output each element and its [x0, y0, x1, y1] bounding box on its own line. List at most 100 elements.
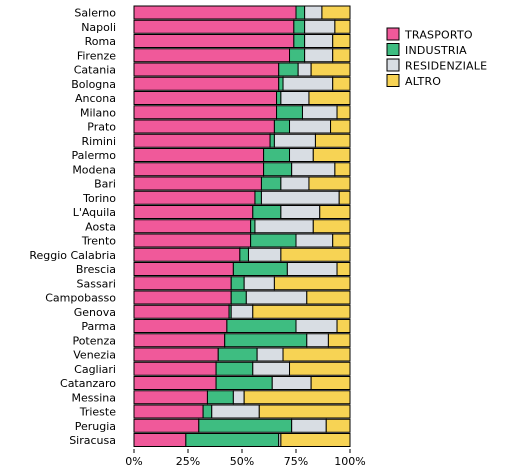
x-axis: 0% 25% 50% 75% 100% [125, 449, 366, 466]
bar-industria-18 [232, 262, 288, 276]
bar-residenziale-1 [304, 19, 336, 34]
category-label-18: Brescia [76, 263, 116, 276]
bar-trasporto-30 [133, 433, 187, 447]
bar-industria-13 [254, 190, 262, 205]
bar-trasporto-10 [133, 148, 265, 162]
bar-trasporto-6 [133, 91, 278, 105]
bar-industria-1 [293, 19, 306, 34]
bar-trasporto-25 [133, 361, 217, 376]
bar-industria-2 [293, 34, 306, 48]
bar-altro-14 [319, 205, 351, 219]
bar-residenziale-16 [295, 233, 334, 248]
bar-residenziale-27 [232, 390, 245, 405]
bar-residenziale-24 [256, 347, 284, 362]
category-label-23: Potenza [72, 334, 116, 347]
category-label-20: Campobasso [45, 292, 116, 305]
legend: TRASPORTO INDUSTRIA RESIDENZIALE ALTRO [386, 27, 487, 88]
category-label-16: Trento [81, 235, 116, 248]
bar-altro-9 [314, 133, 351, 148]
bar-altro-26 [310, 376, 351, 390]
bar-industria-4 [278, 62, 299, 77]
category-label-29: Perugia [75, 420, 116, 433]
bar-industria-24 [217, 347, 258, 362]
bar-industria-14 [252, 205, 282, 219]
bar-trasporto-21 [133, 304, 230, 319]
bar-trasporto-1 [133, 19, 295, 34]
bar-industria-6 [276, 91, 282, 105]
legend-label-industria: INDUSTRIA [405, 44, 467, 57]
category-label-8: Prato [87, 121, 116, 134]
bar-altro-13 [338, 190, 351, 205]
bar-trasporto-20 [133, 290, 232, 305]
category-label-7: Milano [80, 106, 116, 119]
bar-trasporto-5 [133, 76, 280, 91]
bar-altro-2 [332, 34, 351, 48]
bar-residenziale-7 [301, 105, 338, 120]
bar-trasporto-29 [133, 418, 200, 433]
bar-trasporto-4 [133, 62, 280, 77]
bar-industria-9 [269, 133, 275, 148]
bar-altro-7 [336, 105, 351, 120]
x-tick-label-0: 0% [125, 455, 142, 466]
x-tick-label-4: 100% [334, 455, 365, 466]
category-label-14: L'Aquila [73, 206, 116, 219]
bar-residenziale-6 [280, 91, 310, 105]
category-label-6: Ancona [75, 92, 116, 105]
bar-industria-10 [263, 148, 291, 162]
category-label-9: Rimini [82, 135, 117, 148]
bar-industria-20 [230, 290, 247, 305]
bar-industria-17 [239, 247, 249, 262]
bar-trasporto-8 [133, 119, 275, 134]
category-label-15: Aosta [85, 220, 116, 233]
bar-residenziale-13 [260, 190, 340, 205]
category-label-28: Trieste [79, 406, 116, 419]
bar-residenziale-19 [243, 276, 275, 291]
bar-altro-0 [321, 5, 351, 20]
x-tick-label-3: 75% [284, 455, 308, 466]
category-label-2: Roma [85, 35, 116, 48]
category-label-24: Venezia [73, 349, 116, 362]
category-label-0: Salerno [74, 7, 116, 20]
bar-trasporto-19 [133, 276, 232, 291]
bar-altro-23 [327, 333, 351, 348]
legend-swatch-industria [386, 43, 400, 56]
bar-industria-19 [230, 276, 245, 291]
bar-trasporto-16 [133, 233, 252, 248]
bar-trasporto-22 [133, 319, 228, 333]
bar-residenziale-8 [289, 119, 332, 134]
bar-trasporto-9 [133, 133, 271, 148]
category-label-26: Catanzaro [60, 377, 116, 390]
bar-residenziale-23 [306, 333, 329, 348]
bar-residenziale-2 [304, 34, 334, 48]
legend-swatch-residenziale [386, 58, 400, 72]
category-label-12: Bari [94, 178, 116, 191]
bar-residenziale-10 [289, 148, 314, 162]
legend-label-altro: ALTRO [405, 75, 441, 88]
bar-residenziale-28 [211, 404, 260, 419]
bar-residenziale-21 [230, 304, 254, 319]
bar-residenziale-14 [280, 205, 321, 219]
bar-altro-28 [258, 404, 351, 419]
bar-altro-5 [332, 76, 351, 91]
bar-trasporto-28 [133, 404, 204, 419]
category-label-13: Torino [82, 192, 116, 205]
bar-trasporto-11 [133, 162, 265, 177]
bar-altro-15 [312, 219, 351, 234]
bar-altro-3 [332, 48, 351, 63]
category-label-17: Reggio Calabria [29, 249, 116, 262]
category-label-30: Siracusa [69, 434, 116, 447]
bar-altro-16 [332, 233, 351, 248]
bar-altro-11 [334, 162, 351, 177]
bar-trasporto-15 [133, 219, 252, 234]
bar-residenziale-5 [282, 76, 334, 91]
bar-altro-21 [252, 304, 351, 319]
legend-label-residenziale: RESIDENZIALE [405, 60, 487, 73]
category-label-22: Parma [81, 320, 116, 333]
legend-swatch-altro [386, 74, 400, 87]
bar-industria-8 [273, 119, 291, 134]
bar-industria-30 [185, 433, 280, 447]
bar-altro-8 [330, 119, 351, 134]
bar-industria-11 [263, 162, 293, 177]
